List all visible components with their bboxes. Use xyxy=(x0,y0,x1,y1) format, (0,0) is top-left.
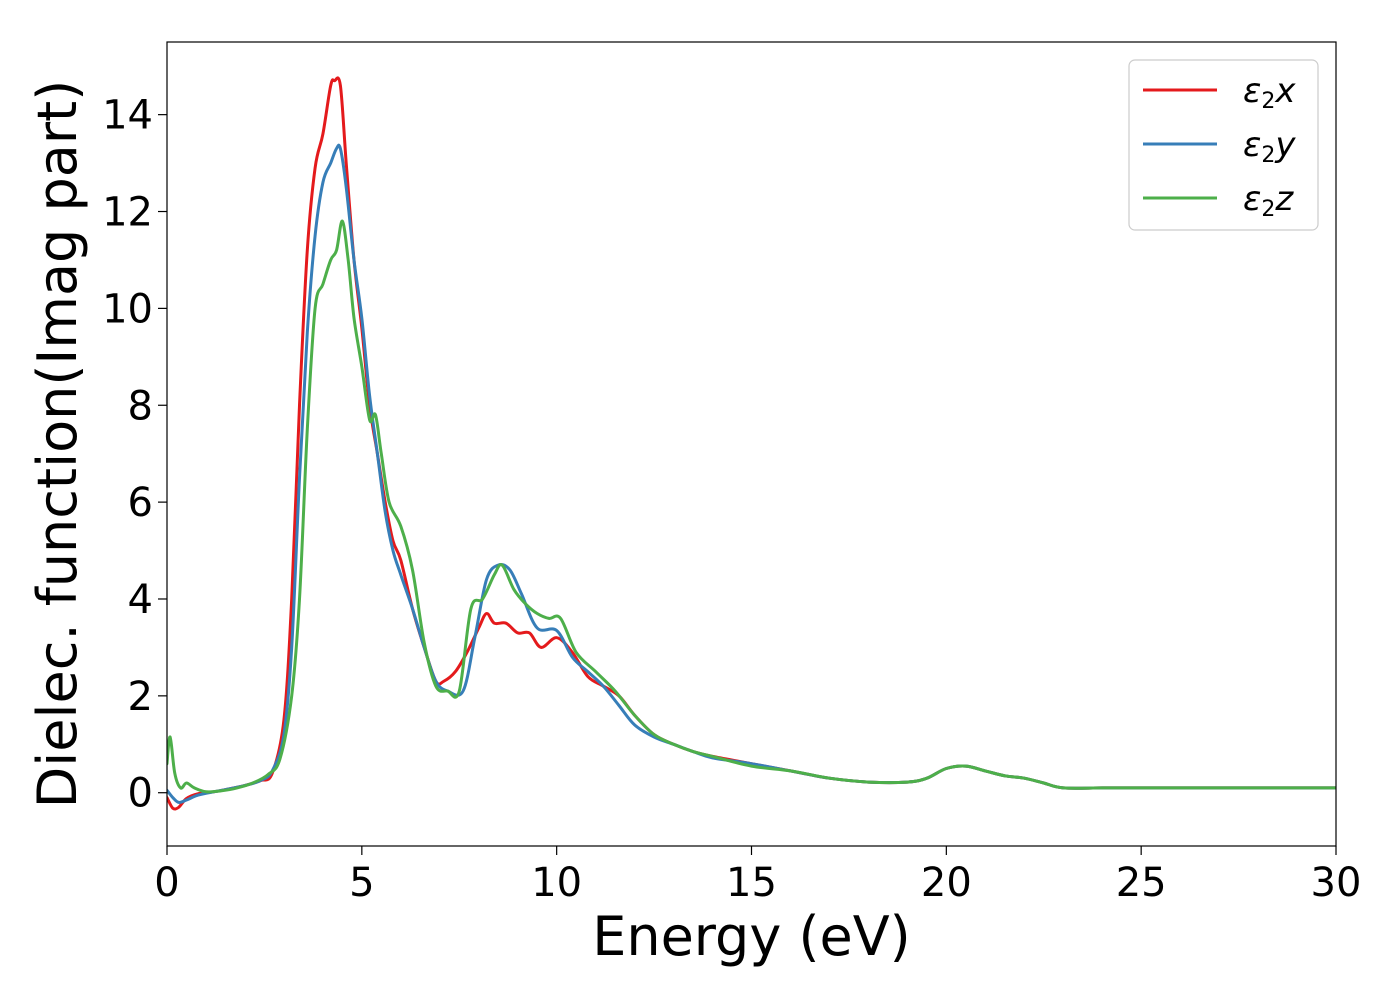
y-tick-label: 14 xyxy=(102,93,153,139)
legend: ε2x ε2y ε2z xyxy=(1128,59,1319,231)
series-layer xyxy=(167,76,1336,811)
legend-label-y: ε2y xyxy=(1243,125,1296,168)
x-tick-label: 20 xyxy=(921,860,972,906)
x-axis-title: Energy (eV) xyxy=(592,905,911,968)
series-line-z xyxy=(167,219,1336,794)
x-tick-label: 0 xyxy=(154,860,179,906)
legend-box xyxy=(1128,59,1319,231)
ticks-layer: 0 5 10 15 20 25 30 0 2 4 6 8 10 12 14 xyxy=(102,93,1361,906)
y-tick-label: 0 xyxy=(128,771,153,817)
x-tick-label: 5 xyxy=(349,860,374,906)
x-tick-label: 30 xyxy=(1311,860,1362,906)
y-tick-label: 12 xyxy=(102,190,153,236)
y-tick-label: 10 xyxy=(102,286,153,332)
x-tick-label: 25 xyxy=(1116,860,1167,906)
x-tick-label: 10 xyxy=(531,860,582,906)
y-tick-label: 4 xyxy=(128,577,153,623)
series-line-y xyxy=(167,143,1336,804)
legend-label-z: ε2z xyxy=(1243,179,1294,222)
x-tick-label: 15 xyxy=(726,860,777,906)
y-tick-label: 6 xyxy=(128,480,153,526)
y-tick-label: 8 xyxy=(128,383,153,429)
legend-label-x: ε2x xyxy=(1243,71,1296,114)
y-axis-title: Dielec. function(Imag part) xyxy=(26,80,89,809)
y-tick-label: 2 xyxy=(128,674,153,720)
